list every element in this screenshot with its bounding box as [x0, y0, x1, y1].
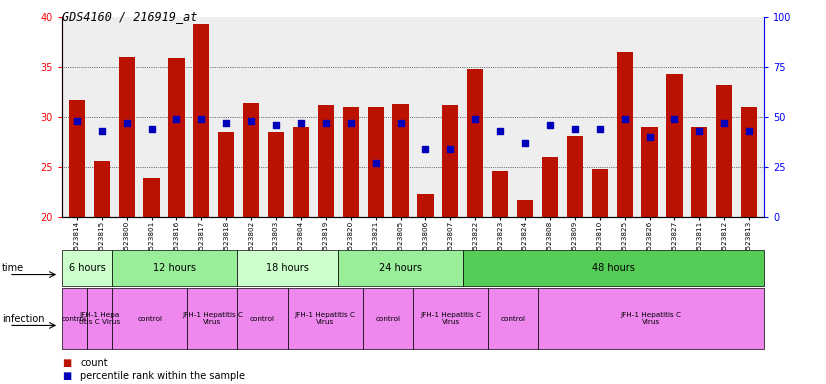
Text: JFH-1 Hepatitis C
Virus: JFH-1 Hepatitis C Virus: [295, 313, 356, 325]
Text: percentile rank within the sample: percentile rank within the sample: [80, 371, 245, 381]
Bar: [691, 127, 707, 217]
Bar: [218, 132, 235, 217]
Text: 48 hours: 48 hours: [592, 263, 635, 273]
Bar: [667, 74, 682, 217]
Text: JFH-1 Hepa
titis C Virus: JFH-1 Hepa titis C Virus: [79, 313, 121, 325]
Point: [568, 126, 582, 132]
Bar: [343, 107, 358, 217]
Text: control: control: [501, 316, 526, 322]
Bar: [517, 200, 533, 217]
Bar: [716, 85, 733, 217]
Bar: [119, 57, 135, 217]
Bar: [318, 105, 334, 217]
Text: control: control: [376, 316, 401, 322]
Point: [544, 122, 557, 128]
Bar: [591, 169, 608, 217]
Point: [220, 120, 233, 126]
Text: 18 hours: 18 hours: [266, 263, 309, 273]
Point: [667, 116, 681, 122]
Point: [468, 116, 482, 122]
Point: [344, 120, 358, 126]
Point: [718, 120, 731, 126]
Text: 12 hours: 12 hours: [154, 263, 197, 273]
Text: GDS4160 / 216919_at: GDS4160 / 216919_at: [62, 10, 197, 23]
Point: [170, 116, 183, 122]
Text: ■: ■: [62, 358, 71, 368]
Text: 24 hours: 24 hours: [379, 263, 422, 273]
Bar: [69, 100, 85, 217]
Text: infection: infection: [2, 314, 44, 324]
Bar: [169, 58, 184, 217]
Bar: [268, 132, 284, 217]
Text: count: count: [80, 358, 107, 368]
Point: [120, 120, 133, 126]
Point: [618, 116, 631, 122]
Text: 6 hours: 6 hours: [69, 263, 106, 273]
Point: [394, 120, 407, 126]
Point: [369, 160, 382, 166]
Text: JFH-1 Hepatitis C
Virus: JFH-1 Hepatitis C Virus: [182, 313, 243, 325]
Point: [269, 122, 282, 128]
Point: [493, 128, 506, 134]
Point: [320, 120, 333, 126]
Text: time: time: [2, 263, 24, 273]
Point: [294, 120, 307, 126]
Point: [593, 126, 606, 132]
Point: [145, 126, 159, 132]
Bar: [567, 136, 583, 217]
Bar: [93, 161, 110, 217]
Bar: [392, 104, 409, 217]
Bar: [542, 157, 558, 217]
Bar: [642, 127, 657, 217]
Point: [444, 146, 457, 152]
Text: JFH-1 Hepatitis C
Virus: JFH-1 Hepatitis C Virus: [420, 313, 481, 325]
Text: control: control: [250, 316, 275, 322]
Bar: [741, 107, 757, 217]
Bar: [243, 103, 259, 217]
Point: [244, 118, 258, 124]
Bar: [193, 24, 210, 217]
Point: [419, 146, 432, 152]
Bar: [293, 127, 309, 217]
Text: control: control: [137, 316, 162, 322]
Bar: [442, 105, 458, 217]
Text: ■: ■: [62, 371, 71, 381]
Bar: [616, 52, 633, 217]
Point: [70, 118, 83, 124]
Point: [519, 140, 532, 146]
Point: [643, 134, 656, 140]
Bar: [468, 69, 483, 217]
Point: [95, 128, 108, 134]
Bar: [144, 178, 159, 217]
Point: [195, 116, 208, 122]
Bar: [492, 171, 508, 217]
Bar: [417, 194, 434, 217]
Bar: [368, 107, 384, 217]
Point: [693, 128, 706, 134]
Text: JFH-1 Hepatitis C
Virus: JFH-1 Hepatitis C Virus: [620, 313, 681, 325]
Point: [743, 128, 756, 134]
Text: control: control: [62, 316, 87, 322]
